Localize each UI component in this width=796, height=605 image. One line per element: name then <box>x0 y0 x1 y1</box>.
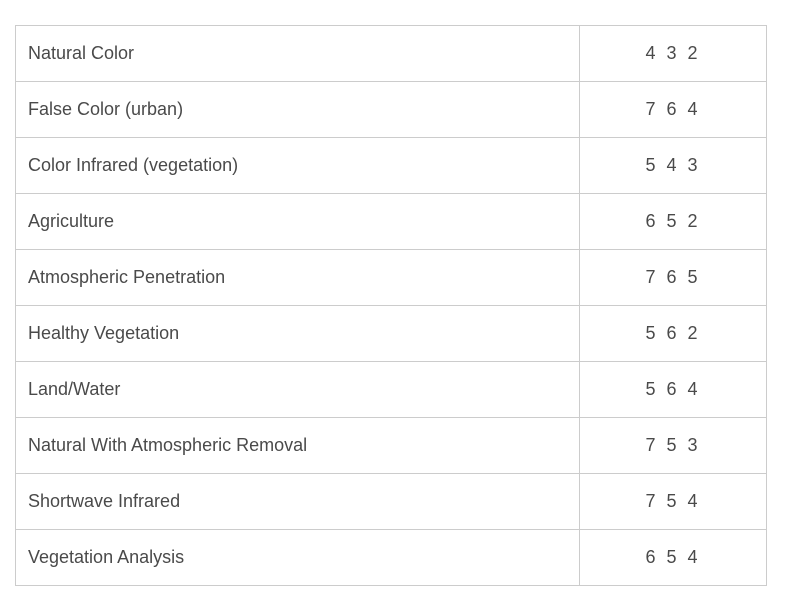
combination-name: Atmospheric Penetration <box>15 249 580 306</box>
combination-name: Natural With Atmospheric Removal <box>15 417 580 474</box>
combination-name: Natural Color <box>15 25 580 82</box>
combination-name: False Color (urban) <box>15 81 580 138</box>
table-row: Natural Color 4 3 2 <box>15 25 767 82</box>
combination-name: Agriculture <box>15 193 580 250</box>
band-values: 5 6 4 <box>579 361 767 418</box>
band-combinations-table: Natural Color 4 3 2 False Color (urban) … <box>15 25 767 586</box>
table-row: Atmospheric Penetration 7 6 5 <box>15 249 767 306</box>
band-values: 7 6 5 <box>579 249 767 306</box>
combination-name: Shortwave Infrared <box>15 473 580 530</box>
band-values: 6 5 4 <box>579 529 767 586</box>
band-combinations-table-wrapper: Natural Color 4 3 2 False Color (urban) … <box>15 25 767 586</box>
band-values: 5 4 3 <box>579 137 767 194</box>
band-values: 4 3 2 <box>579 25 767 82</box>
table-row: Shortwave Infrared 7 5 4 <box>15 473 767 530</box>
table-row: Land/Water 5 6 4 <box>15 361 767 418</box>
table-row: Color Infrared (vegetation) 5 4 3 <box>15 137 767 194</box>
combination-name: Color Infrared (vegetation) <box>15 137 580 194</box>
table-row: Healthy Vegetation 5 6 2 <box>15 305 767 362</box>
band-values: 7 6 4 <box>579 81 767 138</box>
band-values: 7 5 4 <box>579 473 767 530</box>
band-values: 7 5 3 <box>579 417 767 474</box>
table-row: Natural With Atmospheric Removal 7 5 3 <box>15 417 767 474</box>
table-row: Vegetation Analysis 6 5 4 <box>15 529 767 586</box>
combination-name: Vegetation Analysis <box>15 529 580 586</box>
table-row: Agriculture 6 5 2 <box>15 193 767 250</box>
band-values: 5 6 2 <box>579 305 767 362</box>
combination-name: Healthy Vegetation <box>15 305 580 362</box>
combination-name: Land/Water <box>15 361 580 418</box>
band-values: 6 5 2 <box>579 193 767 250</box>
table-row: False Color (urban) 7 6 4 <box>15 81 767 138</box>
